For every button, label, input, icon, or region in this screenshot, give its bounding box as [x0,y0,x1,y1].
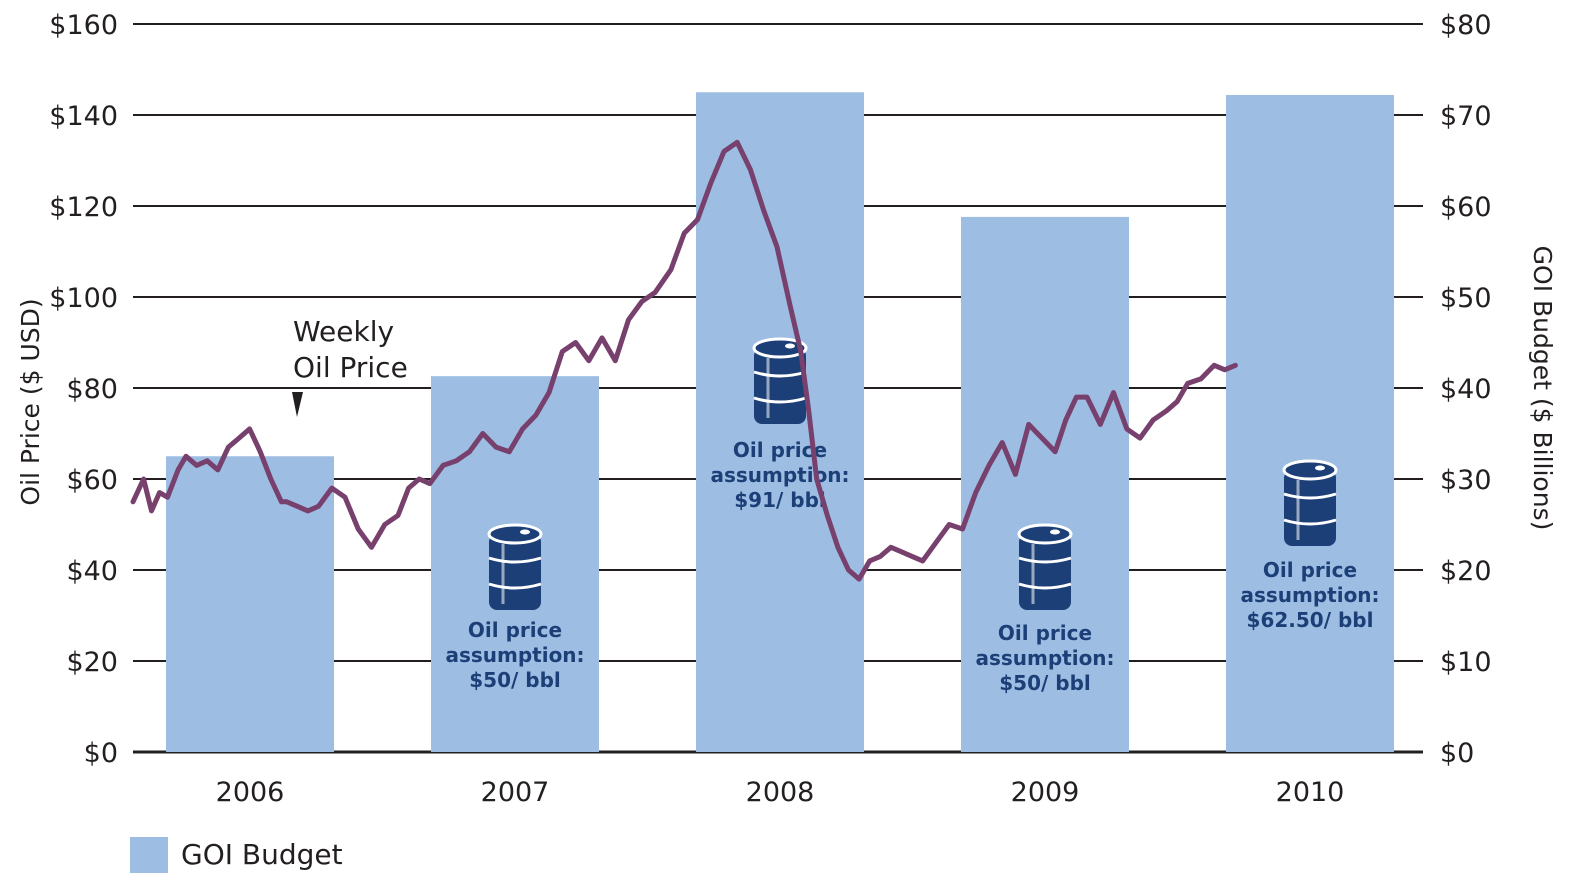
oil-price-polyline [130,139,1238,582]
assumption-text: $50/ bbl [469,668,561,692]
barrel-body [489,534,541,610]
left-tick-label: $20 [66,647,118,678]
x-axis-ticks: 2006 2007 2008 2009 2010 [216,777,1345,808]
barrel-cap [520,529,530,535]
annotation-line-2: Oil Price [293,351,408,384]
left-tick-label: $60 [66,465,118,496]
oil-price-line [130,139,1238,582]
barrel-icon [1017,523,1073,610]
x-tick-label: 2009 [1011,777,1080,808]
assumption-text: Oil price [468,618,562,642]
assumption-text: Oil price [998,621,1092,645]
barrel-body [754,348,806,424]
barrel-ring [488,556,542,564]
x-tick-label: 2006 [216,777,285,808]
barrel-top [752,337,808,359]
barrel-body [1284,470,1336,546]
x-tick-label: 2007 [481,777,550,808]
annotation-pointer [292,392,303,417]
left-axis-ticks: $0 $20 $40 $60 $80 $100 $120 $140 $160 [49,10,118,769]
barrel-cap [1315,465,1325,471]
barrel-top [1017,523,1073,545]
barrel-ring [488,582,542,590]
right-tick-label: $20 [1440,556,1492,587]
assumption-text: $62.50/ bbl [1247,608,1374,632]
barrel-ring [753,396,807,404]
assumption-text: assumption: [975,646,1114,670]
barrel-cap [1050,529,1060,535]
barrel-ring [1283,518,1337,526]
assumption-text: assumption: [445,643,584,667]
budget-bar [166,456,334,752]
right-tick-label: $40 [1440,374,1492,405]
assumption-text: Oil price [1263,558,1357,582]
left-tick-label: $100 [49,283,118,314]
barrel-ring [1018,556,1072,564]
right-tick-label: $10 [1440,647,1492,678]
right-tick-label: $0 [1440,738,1474,769]
barrel-icon [1282,459,1338,546]
weekly-oil-price-annotation: Weekly Oil Price [292,315,408,417]
budget-bar [961,216,1129,753]
legend-swatch [130,837,168,873]
assumption-text: assumption: [1240,583,1379,607]
left-tick-label: $0 [84,738,118,769]
left-tick-label: $80 [66,374,118,405]
right-tick-label: $70 [1440,101,1492,132]
x-tick-label: 2008 [746,777,815,808]
barrel-ring [1018,582,1072,590]
left-tick-label: $120 [49,192,118,223]
barrel-icons [487,337,1338,610]
annotation-line-1: Weekly [293,315,394,348]
assumption-text: $50/ bbl [999,671,1091,695]
x-tick-label: 2010 [1276,777,1345,808]
barrel-ring [1283,492,1337,500]
legend-label: GOI Budget [181,838,343,871]
left-tick-label: $160 [49,10,118,41]
right-axis-title: GOI Budget ($ Billions) [1528,246,1557,531]
left-axis-title: Oil Price ($ USD) [16,298,45,505]
right-tick-label: $60 [1440,192,1492,223]
left-tick-label: $40 [66,556,118,587]
right-tick-label: $50 [1440,283,1492,314]
assumption-text: $91/ bbl [734,488,826,512]
barrel-cap [785,343,795,349]
right-axis-ticks: $0 $10 $20 $30 $40 $50 $60 $70 $80 [1440,10,1492,769]
barrel-top [487,523,543,545]
barrel-body [1019,534,1071,610]
barrel-icon [487,523,543,610]
budget-bar [1226,94,1394,753]
legend: GOI Budget [130,837,343,873]
right-tick-label: $30 [1440,465,1492,496]
barrel-top [1282,459,1338,481]
assumption-text: assumption: [710,463,849,487]
left-tick-label: $140 [49,101,118,132]
barrel-icon [752,337,808,424]
right-tick-label: $80 [1440,10,1492,41]
